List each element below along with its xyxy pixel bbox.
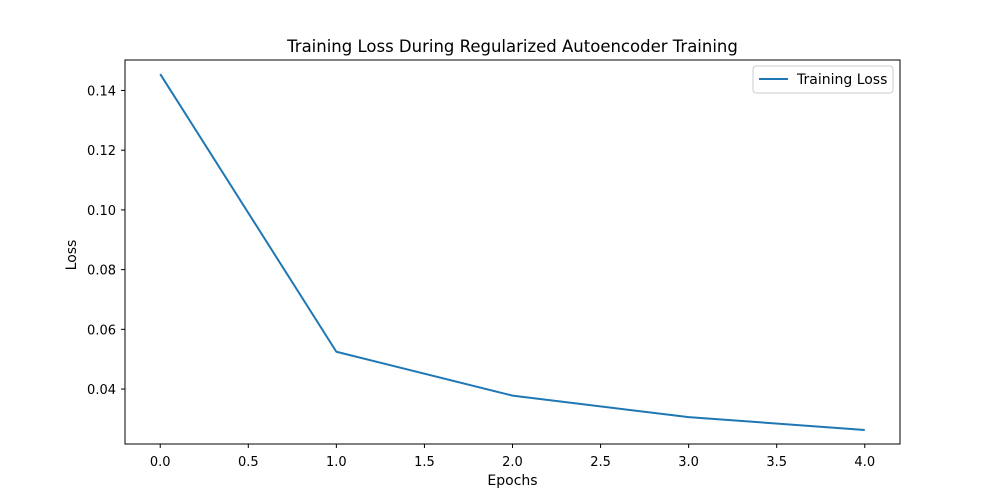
chart-title: Training Loss During Regularized Autoenc… [286, 37, 738, 56]
legend-box [752, 65, 894, 94]
y-axis-ticks: 0.04 0.06 0.08 0.10 0.12 0.14 [87, 84, 125, 398]
y-tick-label: 0.08 [87, 264, 116, 279]
x-tick-label: 2.0 [502, 455, 523, 470]
legend-label: Training Loss [796, 72, 887, 88]
x-tick-label: 2.5 [590, 455, 611, 470]
y-tick-label: 0.10 [87, 204, 116, 219]
y-axis-label: Loss [64, 240, 80, 271]
plot-frame [124, 59, 901, 445]
x-tick-label: 4.0 [854, 455, 875, 470]
x-tick-label: 0.0 [150, 455, 171, 470]
x-tick-label: 3.5 [766, 455, 787, 470]
y-tick-label: 0.14 [87, 84, 116, 99]
series-layer [159, 73, 865, 431]
series-line-training-loss [159, 73, 865, 431]
y-tick-label: 0.12 [87, 144, 116, 159]
x-tick-label: 3.0 [678, 455, 699, 470]
x-axis-ticks: 0.0 0.5 1.0 1.5 2.0 2.5 3.0 3.5 4.0 [150, 444, 875, 470]
x-tick-label: 1.0 [326, 455, 347, 470]
y-tick-label: 0.06 [87, 323, 116, 338]
y-tick-label: 0.04 [87, 383, 116, 398]
x-tick-label: 1.5 [414, 455, 435, 470]
legend: Training Loss [752, 65, 894, 94]
x-axis-label: Epochs [487, 473, 537, 489]
x-tick-label: 0.5 [238, 455, 259, 470]
